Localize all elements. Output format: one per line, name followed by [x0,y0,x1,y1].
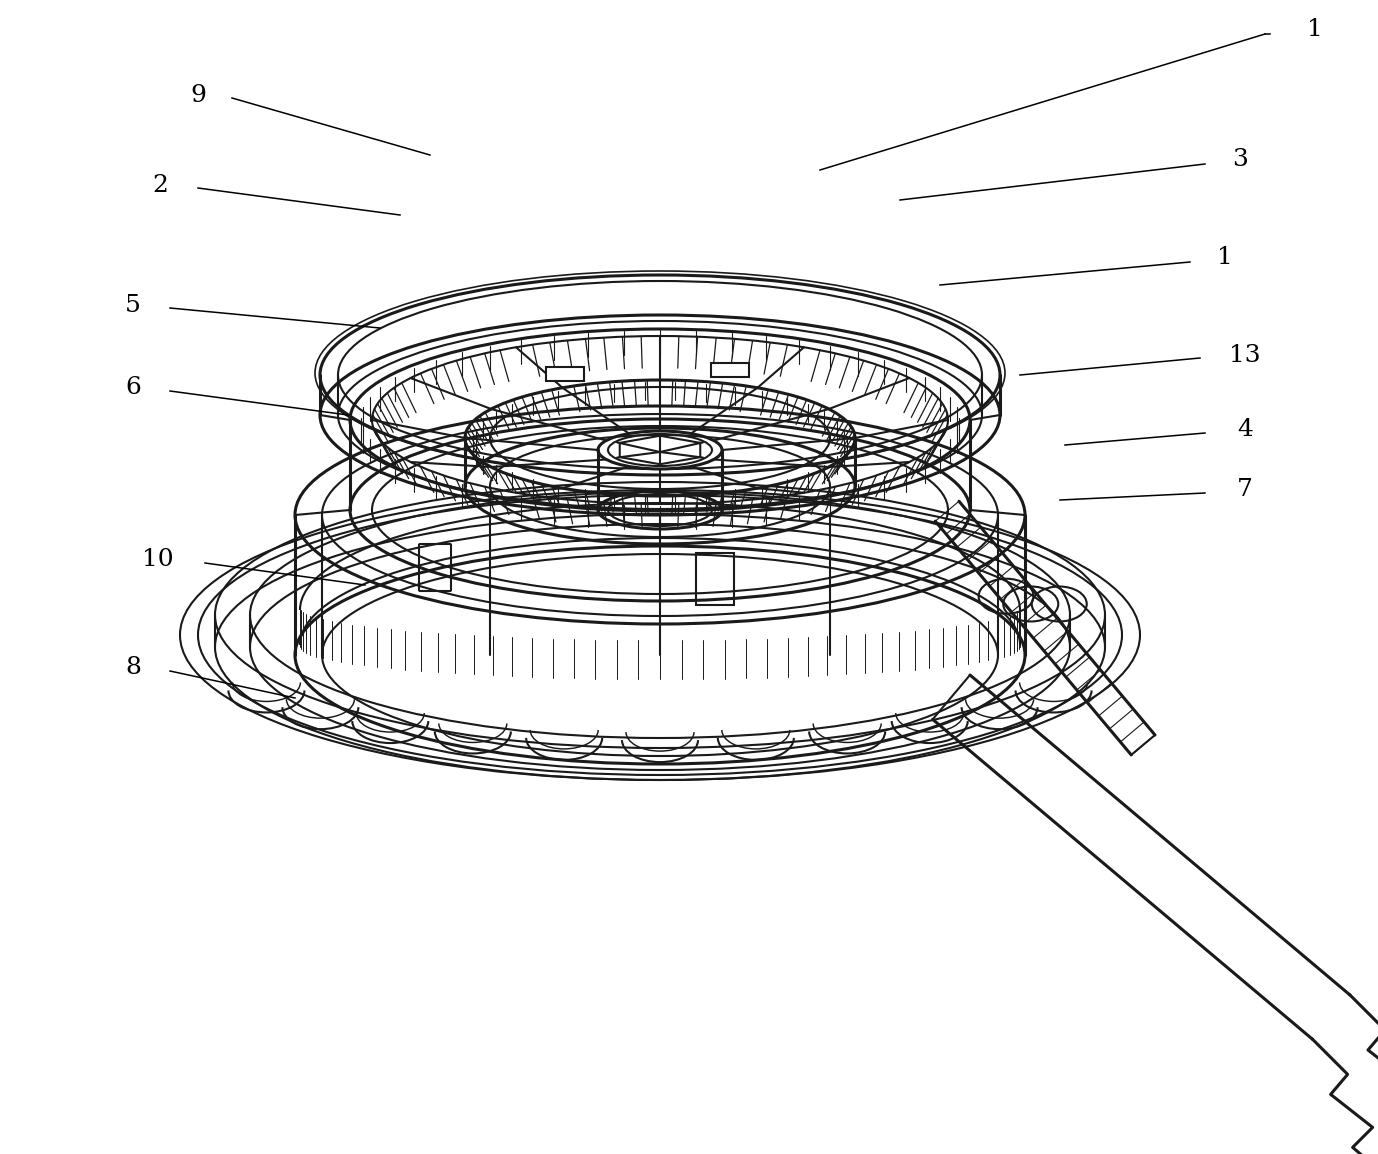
Text: 6: 6 [125,376,141,399]
Text: 1: 1 [1217,247,1233,270]
Text: 4: 4 [1237,419,1253,442]
Text: 3: 3 [1232,149,1248,172]
Text: 5: 5 [125,293,141,316]
Bar [711,364,750,377]
Text: 9: 9 [190,83,205,106]
Text: 8: 8 [125,657,141,680]
Text: 7: 7 [1237,479,1253,502]
Text: 2: 2 [152,173,168,196]
Bar [696,553,734,605]
Text: 13: 13 [1229,344,1261,367]
Bar [546,367,584,381]
Text: 10: 10 [142,548,174,571]
Text: 1: 1 [1308,18,1323,42]
